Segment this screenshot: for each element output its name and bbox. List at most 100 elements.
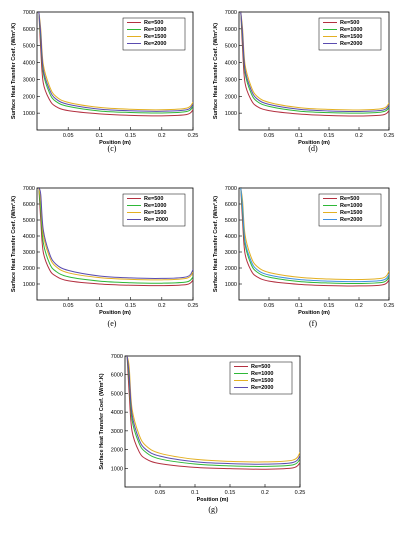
- y-tick-label: 2000: [23, 94, 35, 100]
- y-tick-label: 5000: [23, 44, 35, 50]
- x-tick-label: 0.05: [264, 303, 275, 309]
- x-tick-label: 0.1: [96, 133, 104, 139]
- x-axis-label: Position (m): [99, 310, 131, 316]
- y-tick-label: 4000: [23, 61, 35, 67]
- y-tick-label: 6000: [23, 27, 35, 33]
- y-axis-label: Surface Heat Transfer Coef. (W/m².K): [98, 373, 105, 469]
- y-tick-label: 3000: [23, 77, 35, 83]
- plot-frame: [36, 11, 194, 131]
- y-tick-label: 5000: [111, 391, 123, 397]
- y-tick-label: 3000: [225, 250, 237, 256]
- x-axis-label: Position (m): [298, 310, 330, 316]
- y-axis-label: Surface Heat Transfer Coef. (W/m².K): [212, 196, 219, 292]
- legend-label: Re=1000: [340, 203, 362, 209]
- legend-label: Re=500: [340, 20, 359, 26]
- x-tick-label: 0.05: [63, 133, 74, 139]
- x-tick-label: 0.2: [158, 133, 166, 139]
- y-tick-label: 1000: [23, 111, 35, 117]
- y-tick-label: 2000: [225, 94, 237, 100]
- legend-box: [122, 17, 186, 51]
- legend-label: Re=1000: [144, 203, 166, 209]
- legend-label: Re=500: [251, 364, 270, 370]
- y-tick-label: 1000: [111, 466, 123, 472]
- plot-frame: [124, 355, 301, 488]
- y-tick-label: 1000: [225, 111, 237, 117]
- y-tick-label: 2000: [111, 448, 123, 454]
- legend-label: Re=500: [340, 196, 359, 202]
- series-line: [240, 12, 389, 117]
- series-line: [240, 188, 389, 283]
- x-axis-label: Position (m): [197, 497, 229, 503]
- x-tick-label: 0.25: [384, 133, 395, 139]
- y-tick-label: 5000: [225, 218, 237, 224]
- panel-caption: (f): [309, 319, 317, 328]
- legend-label: Re=1500: [251, 378, 273, 384]
- series-line: [38, 188, 193, 279]
- x-tick-label: 0.15: [225, 490, 236, 496]
- y-tick-label: 4000: [225, 234, 237, 240]
- legend-label: Re= 2000: [144, 217, 168, 223]
- legend-label: Re=1500: [144, 34, 166, 40]
- y-tick-label: 4000: [23, 234, 35, 240]
- y-tick-label: 3000: [23, 250, 35, 256]
- series-line: [240, 188, 389, 287]
- plot-frame: [36, 187, 194, 301]
- series-line: [38, 188, 193, 284]
- legend-label: Re=1000: [340, 27, 362, 33]
- panel-caption: (g): [208, 505, 218, 514]
- series-line: [38, 12, 193, 117]
- y-tick-label: 7000: [23, 186, 35, 192]
- y-tick-label: 6000: [225, 27, 237, 33]
- plot-frame: [238, 187, 390, 301]
- y-tick-label: 3000: [111, 429, 123, 435]
- y-axis-label: Surface Heat Transfer Coef. (W/m².K): [212, 23, 219, 119]
- x-tick-label: 0.15: [125, 133, 136, 139]
- series-line: [126, 356, 300, 465]
- legend-label: Re=2000: [251, 385, 273, 391]
- legend-label: Re=500: [144, 20, 163, 26]
- y-axis-label: Surface Heat Transfer Coef. (W/m².K): [10, 23, 17, 119]
- legend-label: Re=1000: [251, 371, 273, 377]
- chart-panel: 1000 2000 3000 4000 5000 6000 7000 0.05 0.1 0.15 0…: [98, 354, 305, 514]
- x-tick-label: 0.1: [191, 490, 199, 496]
- legend-label: Re=2000: [340, 217, 362, 223]
- y-axis-label: Surface Heat Transfer Coef. (W/m².K): [10, 196, 17, 292]
- y-tick-label: 1000: [225, 282, 237, 288]
- series-line: [126, 356, 300, 467]
- x-tick-label: 0.25: [188, 133, 199, 139]
- legend-label: Re=1500: [340, 34, 362, 40]
- x-tick-label: 0.25: [188, 303, 199, 309]
- x-tick-label: 0.15: [324, 303, 335, 309]
- x-tick-label: 0.15: [125, 303, 136, 309]
- y-tick-label: 4000: [225, 61, 237, 67]
- x-tick-label: 0.2: [158, 303, 166, 309]
- y-tick-label: 1000: [23, 282, 35, 288]
- series-line: [240, 12, 389, 112]
- x-tick-label: 0.1: [295, 133, 303, 139]
- x-axis-label: Position (m): [298, 140, 330, 146]
- series-line: [38, 12, 193, 112]
- y-tick-label: 7000: [225, 10, 237, 16]
- y-tick-label: 4000: [111, 410, 123, 416]
- legend-label: Re=1000: [144, 27, 166, 33]
- y-tick-label: 7000: [111, 354, 123, 360]
- x-tick-label: 0.05: [264, 133, 275, 139]
- x-tick-label: 0.2: [355, 303, 363, 309]
- legend-label: Re=2000: [144, 41, 166, 47]
- x-tick-label: 0.25: [384, 303, 395, 309]
- x-tick-label: 0.2: [355, 133, 363, 139]
- y-tick-label: 3000: [225, 77, 237, 83]
- x-tick-label: 0.1: [96, 303, 104, 309]
- panel-caption: (d): [308, 144, 318, 153]
- panel-caption: (c): [108, 144, 117, 153]
- x-tick-label: 0.2: [261, 490, 269, 496]
- chart-panel: 1000 2000 3000 4000 5000 6000 7000 0.05 0.1 0.15 0…: [10, 186, 198, 328]
- chart-panel: 1000 2000 3000 4000 5000 6000 7000 0.05 0.1 0.15 0…: [212, 10, 394, 153]
- y-tick-label: 6000: [225, 202, 237, 208]
- y-tick-label: 2000: [23, 266, 35, 272]
- legend-label: Re=1500: [340, 210, 362, 216]
- x-tick-label: 0.1: [295, 303, 303, 309]
- y-tick-label: 7000: [225, 186, 237, 192]
- y-tick-label: 5000: [23, 218, 35, 224]
